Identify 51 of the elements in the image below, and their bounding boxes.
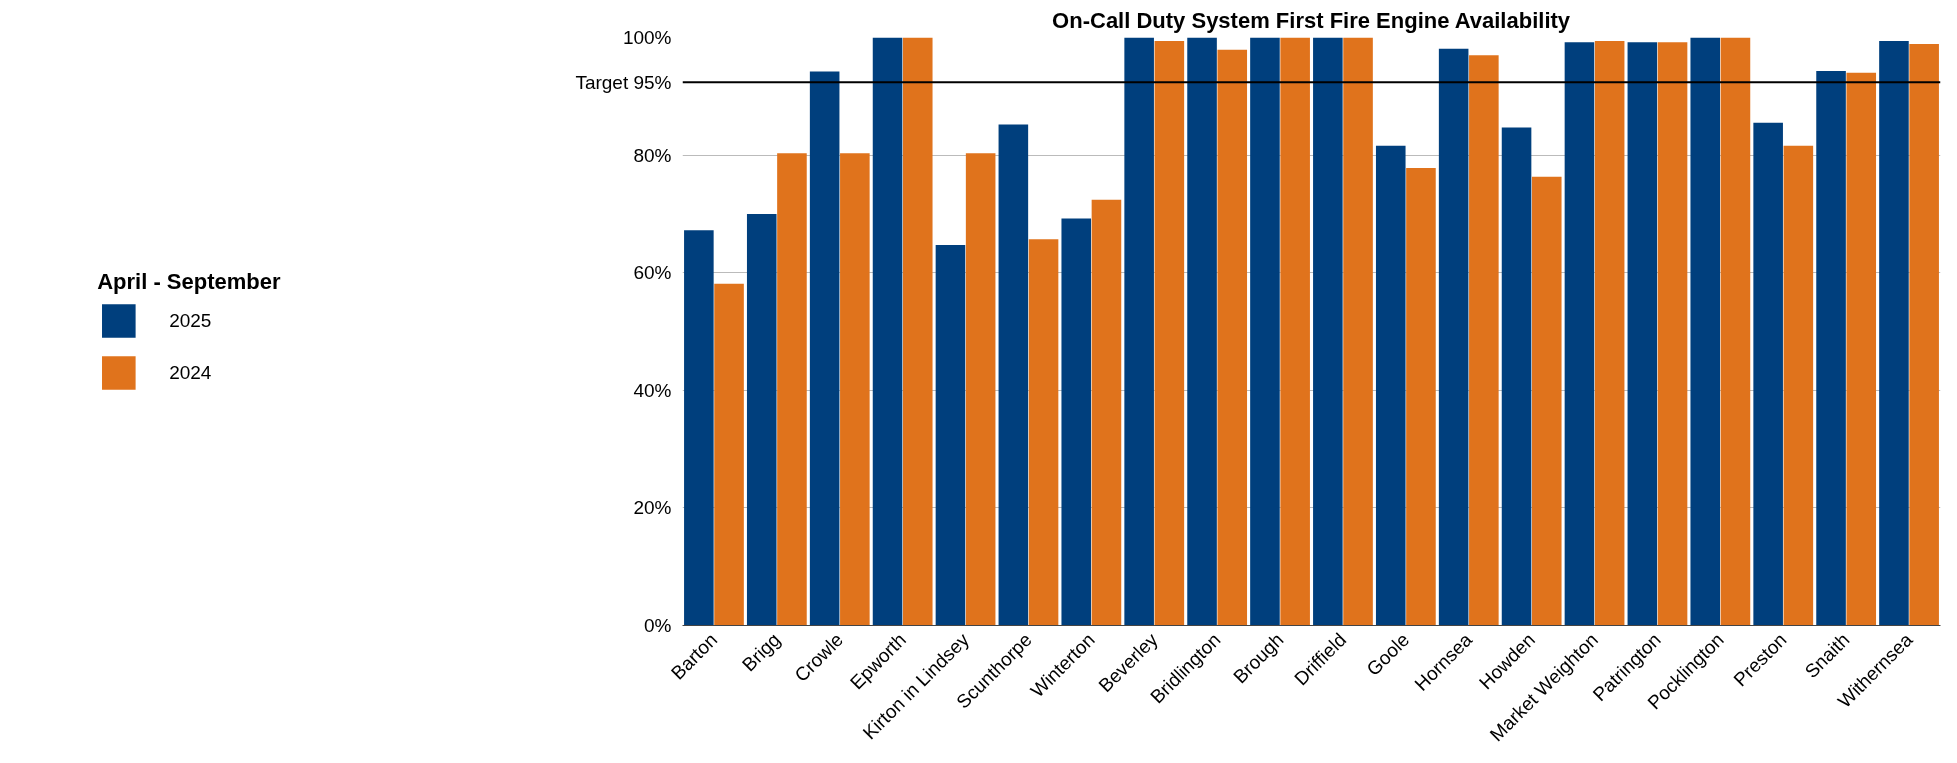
bar <box>1280 37 1310 626</box>
y-tick-label: 20% <box>633 497 672 519</box>
bar <box>777 153 807 626</box>
bar <box>1187 37 1217 626</box>
y-tick-label: 60% <box>633 262 672 284</box>
bar <box>1469 55 1499 626</box>
bar <box>998 124 1029 626</box>
bar <box>1879 41 1909 626</box>
bar <box>1375 145 1406 626</box>
bar <box>1091 199 1122 626</box>
bar <box>746 213 777 626</box>
bar <box>1313 37 1343 626</box>
bar <box>902 37 933 626</box>
bar <box>809 71 840 626</box>
bar <box>1846 72 1877 626</box>
bar <box>1217 49 1248 626</box>
bar <box>965 153 996 626</box>
bar <box>1343 37 1373 626</box>
bar <box>1250 37 1280 626</box>
bar <box>1720 37 1751 626</box>
bar <box>1594 41 1625 626</box>
bar <box>872 37 903 626</box>
bar <box>1816 71 1846 626</box>
y-tick-label: 40% <box>633 379 672 401</box>
bar <box>1564 42 1595 626</box>
y-tick-label: 100% <box>622 27 672 48</box>
bar <box>1154 41 1185 626</box>
bar <box>1028 239 1059 626</box>
y-tick-label: 0% <box>644 615 672 636</box>
bar <box>1406 168 1436 626</box>
legend-title: April - September <box>97 268 281 295</box>
bar <box>684 230 714 626</box>
bar <box>1783 145 1814 626</box>
bar <box>1531 176 1562 626</box>
bar <box>1061 218 1092 626</box>
ref-line-label: Target 95% <box>575 71 672 93</box>
chart-title: On-Call Duty System First Fire Engine Availability <box>1052 7 1571 33</box>
bar <box>1753 122 1783 626</box>
bar <box>935 245 966 626</box>
legend-label: 2024 <box>169 361 212 384</box>
bar <box>1438 48 1469 626</box>
bar <box>1124 37 1154 626</box>
bar <box>1909 43 1939 626</box>
legend-label: 2025 <box>169 309 212 332</box>
bar <box>1690 37 1721 626</box>
bar <box>1657 42 1688 626</box>
bar <box>1627 42 1658 626</box>
bar <box>1501 127 1532 626</box>
bar <box>840 153 870 626</box>
bar <box>714 283 744 626</box>
y-tick-label: 80% <box>633 144 672 166</box>
